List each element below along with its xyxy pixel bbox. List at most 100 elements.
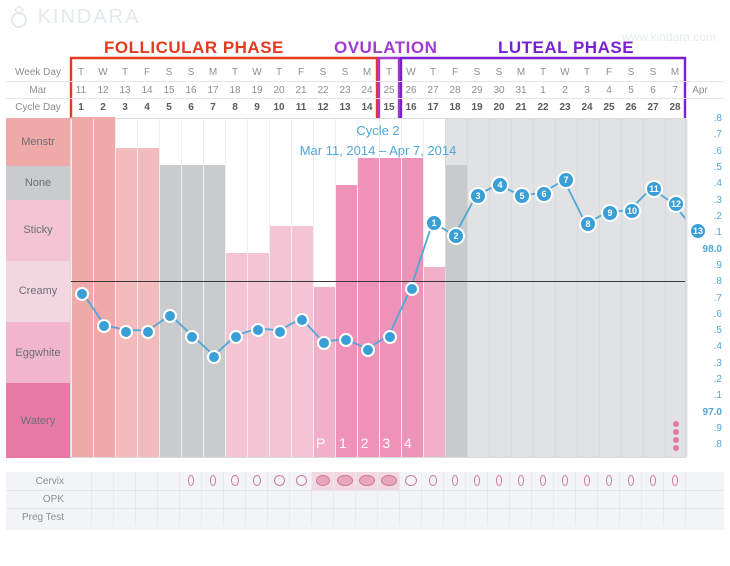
bottom-cell[interactable]	[356, 491, 378, 508]
cm-bar[interactable]	[181, 165, 203, 457]
calendar-cell[interactable]: 5	[158, 102, 180, 113]
temp-point[interactable]	[273, 325, 287, 339]
calendar-cell[interactable]: 27	[642, 102, 664, 113]
cm-bar[interactable]	[225, 253, 247, 457]
temp-point[interactable]	[207, 350, 221, 364]
cm-bar[interactable]	[247, 253, 269, 457]
calendar-cell[interactable]: 14	[356, 102, 378, 113]
calendar-cell[interactable]: S	[466, 67, 488, 78]
calendar-cell[interactable]: T	[268, 67, 290, 78]
calendar-cell[interactable]: 2	[92, 102, 114, 113]
calendar-cell[interactable]: S	[180, 67, 202, 78]
calendar-cell[interactable]: 28	[444, 85, 466, 96]
calendar-cell[interactable]: 3	[576, 85, 598, 96]
calendar-cell[interactable]: T	[70, 67, 92, 78]
calendar-cell[interactable]: 30	[488, 85, 510, 96]
calendar-cell[interactable]: 16	[400, 102, 422, 113]
calendar-cell[interactable]: 7	[664, 85, 686, 96]
temp-point-numbered[interactable]: 10	[623, 202, 641, 220]
bottom-cell[interactable]	[180, 509, 202, 526]
bottom-cell[interactable]	[554, 491, 576, 508]
temp-point[interactable]	[295, 313, 309, 327]
calendar-cell[interactable]: W	[246, 67, 268, 78]
calendar-cell[interactable]: 1	[532, 85, 554, 96]
bottom-cell[interactable]	[664, 491, 686, 508]
bottom-cell[interactable]	[510, 509, 532, 526]
calendar-cell[interactable]: 4	[136, 102, 158, 113]
calendar-cell[interactable]: S	[334, 67, 356, 78]
calendar-cell[interactable]: 13	[334, 102, 356, 113]
calendar-cell[interactable]: 12	[92, 85, 114, 96]
bottom-cell[interactable]	[290, 509, 312, 526]
calendar-cell[interactable]: 26	[400, 85, 422, 96]
temp-point-numbered[interactable]: 5	[513, 187, 531, 205]
bottom-cell[interactable]	[642, 491, 664, 508]
bottom-cell[interactable]	[70, 472, 92, 490]
calendar-cell[interactable]: 26	[620, 102, 642, 113]
bottom-cell[interactable]	[422, 509, 444, 526]
calendar-cell[interactable]: 29	[466, 85, 488, 96]
calendar-cell[interactable]: F	[444, 67, 466, 78]
temp-point-numbered[interactable]: 9	[601, 204, 619, 222]
calendar-cell[interactable]: 23	[554, 102, 576, 113]
bottom-cell[interactable]	[510, 491, 532, 508]
calendar-cell[interactable]: 24	[576, 102, 598, 113]
bottom-cell[interactable]	[136, 472, 158, 490]
bottom-cell[interactable]	[444, 509, 466, 526]
calendar-cell[interactable]: 14	[136, 85, 158, 96]
cm-bar[interactable]	[423, 267, 445, 457]
calendar-cell[interactable]: 28	[664, 102, 686, 113]
bottom-cell[interactable]	[400, 509, 422, 526]
bottom-cell[interactable]	[378, 509, 400, 526]
cm-bar[interactable]	[379, 158, 401, 457]
cm-bar[interactable]	[137, 148, 159, 457]
bottom-cell[interactable]	[70, 509, 92, 526]
bottom-cell[interactable]	[444, 491, 466, 508]
calendar-cell[interactable]: 19	[466, 102, 488, 113]
temp-point[interactable]	[119, 325, 133, 339]
bottom-cell[interactable]	[224, 491, 246, 508]
bottom-cell[interactable]	[334, 509, 356, 526]
bottom-cell[interactable]	[268, 509, 290, 526]
calendar-cell[interactable]: 18	[444, 102, 466, 113]
bottom-cell[interactable]	[180, 491, 202, 508]
bottom-cell[interactable]	[334, 491, 356, 508]
bottom-cell[interactable]	[598, 491, 620, 508]
cm-bar[interactable]	[335, 185, 357, 457]
calendar-cell[interactable]: 2	[554, 85, 576, 96]
calendar-cell[interactable]: 20	[488, 102, 510, 113]
calendar-cell[interactable]: 3	[114, 102, 136, 113]
calendar-cell[interactable]: F	[290, 67, 312, 78]
calendar-cell[interactable]: W	[92, 67, 114, 78]
bottom-cell[interactable]	[532, 509, 554, 526]
bottom-cell[interactable]	[664, 509, 686, 526]
bottom-cell[interactable]	[598, 509, 620, 526]
calendar-cell[interactable]: 20	[268, 85, 290, 96]
cm-bar[interactable]	[269, 226, 291, 457]
bottom-cell[interactable]	[224, 509, 246, 526]
bottom-cell[interactable]	[70, 491, 92, 508]
bottom-cell[interactable]	[620, 491, 642, 508]
temp-point[interactable]	[383, 330, 397, 344]
calendar-cell[interactable]: 25	[378, 85, 400, 96]
cm-bar[interactable]	[313, 287, 335, 457]
calendar-cell[interactable]: 21	[510, 102, 532, 113]
temp-point[interactable]	[339, 333, 353, 347]
calendar-cell[interactable]: F	[598, 67, 620, 78]
bottom-cell[interactable]	[554, 509, 576, 526]
calendar-cell[interactable]: W	[400, 67, 422, 78]
bottom-cell[interactable]	[620, 509, 642, 526]
bottom-cell[interactable]	[642, 509, 664, 526]
temp-point[interactable]	[405, 282, 419, 296]
cm-bar[interactable]	[401, 158, 423, 457]
calendar-cell[interactable]: T	[114, 67, 136, 78]
calendar-cell[interactable]: S	[158, 67, 180, 78]
bottom-cell[interactable]	[114, 472, 136, 490]
calendar-cell[interactable]: 9	[246, 102, 268, 113]
calendar-cell[interactable]: 25	[598, 102, 620, 113]
calendar-cell[interactable]: 11	[70, 85, 92, 96]
calendar-cell[interactable]: S	[642, 67, 664, 78]
bottom-cell[interactable]	[202, 509, 224, 526]
bottom-cell[interactable]	[312, 509, 334, 526]
bottom-cell[interactable]	[158, 491, 180, 508]
